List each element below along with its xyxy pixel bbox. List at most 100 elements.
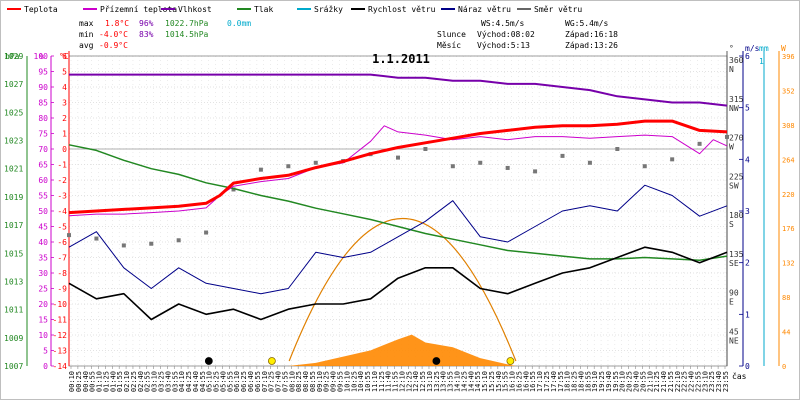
legend-label: Vlhkost bbox=[178, 5, 212, 14]
wind-direction-point bbox=[615, 147, 620, 151]
wind-direction-point bbox=[560, 153, 565, 158]
ms-tick-label: 5 bbox=[745, 104, 750, 113]
legend-label: Teplota bbox=[24, 5, 58, 14]
dir-tick-compass: NW bbox=[729, 104, 739, 113]
temp-tick-label: -13 bbox=[53, 347, 68, 356]
x-tick-label: 13:25 bbox=[433, 371, 441, 392]
dir-tick-degrees: 90 bbox=[729, 289, 739, 298]
wind-direction-point bbox=[313, 160, 318, 165]
temp-tick-label: 4 bbox=[62, 83, 67, 92]
x-tick-label: 15:40 bbox=[495, 371, 503, 392]
x-tick-label: 15:10 bbox=[481, 371, 489, 392]
temp-tick-label: -9 bbox=[57, 285, 67, 294]
astro-moon-label: Měsíc bbox=[437, 41, 461, 50]
hpa-tick-label: 1027 bbox=[4, 80, 23, 89]
wind-direction-point bbox=[176, 238, 181, 243]
wind-direction-point bbox=[231, 187, 236, 192]
hpa-tick-label: 1011 bbox=[4, 306, 23, 315]
dir-tick-compass: N bbox=[729, 65, 734, 74]
wind-direction-point bbox=[423, 147, 428, 151]
pct-tick-label: 25 bbox=[38, 285, 48, 294]
grid-lines bbox=[69, 55, 727, 367]
x-tick-label: 19:25 bbox=[598, 371, 606, 392]
legend-label: Náraz větru bbox=[458, 5, 511, 14]
x-tick-label: 01:55 bbox=[116, 371, 124, 392]
temp-tick-label: -1 bbox=[57, 161, 67, 170]
w-tick-label: 176 bbox=[782, 225, 795, 233]
pct-tick-label: 60 bbox=[38, 176, 48, 185]
pct-tick-label: 15 bbox=[38, 316, 48, 325]
x-tick-label: 21:10 bbox=[646, 371, 654, 392]
stats-avg-label: avg bbox=[79, 41, 94, 50]
x-tick-label: 19:40 bbox=[605, 371, 613, 392]
pct-tick-label: 90 bbox=[38, 83, 48, 92]
x-tick-label: 22:40 bbox=[688, 371, 696, 392]
x-tick-label: 00:55 bbox=[89, 371, 97, 392]
wind-direction-point bbox=[396, 155, 400, 160]
x-tick-label: 17:10 bbox=[536, 371, 544, 392]
stats-min-pressure: 1014.5hPa bbox=[165, 30, 209, 39]
x-tick-label: 03:55 bbox=[171, 371, 179, 392]
temp-tick-label: -14 bbox=[53, 362, 68, 371]
astro-sunset: Západ:16:18 bbox=[565, 30, 618, 39]
stats-avg-temp: -0.9°C bbox=[99, 41, 128, 50]
pct-tick-label: 40 bbox=[38, 238, 48, 247]
temp-tick-label: 3 bbox=[62, 99, 67, 108]
series-wind-speed-line bbox=[68, 246, 728, 321]
x-tick-label: 01:25 bbox=[102, 371, 110, 392]
astro-sun-label: Slunce bbox=[437, 30, 466, 39]
x-tick-label: 04:40 bbox=[192, 371, 200, 392]
x-tick-label: 13:10 bbox=[426, 371, 434, 392]
wind-direction-point bbox=[587, 160, 592, 165]
x-tick-label: 16:40 bbox=[522, 371, 530, 392]
series-pressure-line bbox=[68, 144, 728, 262]
wind-direction-point bbox=[533, 169, 538, 174]
temp-tick-label: -7 bbox=[57, 254, 67, 263]
pct-tick-label: 5 bbox=[43, 347, 48, 356]
mm-axis-top-label: 1 bbox=[759, 57, 764, 66]
temp-tick-label: -4 bbox=[57, 207, 67, 216]
x-tick-label: 13:40 bbox=[440, 371, 448, 392]
w-tick-label: 0 bbox=[782, 363, 786, 371]
hpa-tick-label: 1007 bbox=[4, 362, 23, 371]
ms-tick-label: 2 bbox=[745, 259, 750, 268]
x-tick-label: 18:10 bbox=[564, 371, 572, 392]
temp-tick-label: -12 bbox=[53, 331, 68, 340]
w-tick-label: 352 bbox=[782, 87, 795, 95]
x-tick-label: 12:55 bbox=[419, 371, 427, 392]
legend-label: Tlak bbox=[254, 5, 273, 14]
x-tick-label: 00:10 bbox=[68, 371, 76, 392]
x-tick-label: 20:40 bbox=[633, 371, 641, 392]
x-tick-label: 03:25 bbox=[157, 371, 165, 392]
legend-label: Směr větru bbox=[534, 5, 582, 14]
series-wind-direction bbox=[67, 134, 729, 248]
temp-tick-label: -6 bbox=[57, 238, 67, 247]
temp-tick-label: 1 bbox=[62, 130, 67, 139]
astro-ws: WS:4.5m/s bbox=[481, 19, 525, 28]
astro-sunrise: Východ:08:02 bbox=[477, 30, 535, 39]
x-tick-label: 13:55 bbox=[447, 371, 455, 392]
sun-path-arc bbox=[288, 218, 517, 362]
x-tick-label: 04:10 bbox=[178, 371, 186, 392]
legend: Teplota Přízemní teplota Vlhkost Tlak Srážky… bbox=[7, 5, 582, 14]
stats-min-label: min bbox=[79, 30, 94, 39]
x-tick-label: 06:25 bbox=[240, 371, 248, 392]
stats-max-rain: 0.0mm bbox=[227, 19, 251, 28]
x-tick-label: 16:10 bbox=[509, 371, 517, 392]
pct-tick-label: 20 bbox=[38, 300, 48, 309]
dir-tick-compass: SE bbox=[729, 259, 739, 268]
x-tick-label: 03:40 bbox=[164, 371, 172, 392]
ms-tick-label: 1 bbox=[745, 310, 750, 319]
temp-tick-label: -8 bbox=[57, 269, 67, 278]
temp-axis-unit: °C bbox=[59, 52, 69, 61]
dir-tick-compass: NE bbox=[729, 336, 739, 345]
x-tick-label: 09:40 bbox=[330, 371, 338, 392]
wind-direction-point bbox=[94, 236, 99, 241]
x-tick-label: 23:55 bbox=[722, 371, 730, 392]
temp-tick-label: -5 bbox=[57, 223, 67, 232]
x-tick-label: 12:40 bbox=[412, 371, 420, 392]
dir-tick-degrees: 135 bbox=[729, 250, 744, 259]
x-tick-label: 05:25 bbox=[213, 371, 221, 392]
temp-tick-label: -10 bbox=[53, 300, 68, 309]
